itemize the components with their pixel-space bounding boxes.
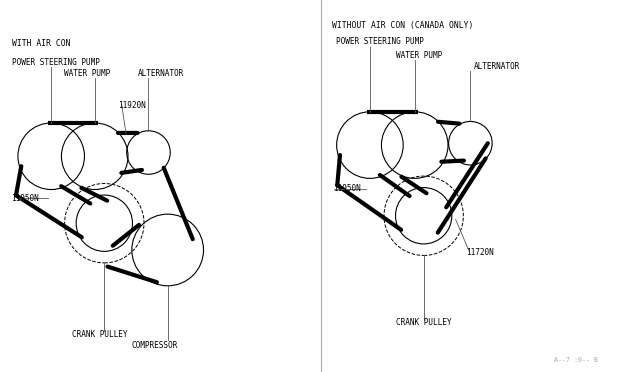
Text: POWER STEERING PUMP: POWER STEERING PUMP [12,58,99,67]
Text: CRANK PULLEY: CRANK PULLEY [72,330,127,339]
Text: 11720N: 11720N [466,248,493,257]
Text: WITH AIR CON: WITH AIR CON [12,39,70,48]
Text: WITHOUT AIR CON (CANADA ONLY): WITHOUT AIR CON (CANADA ONLY) [332,21,473,30]
Text: 11950N: 11950N [12,194,39,203]
Text: POWER STEERING PUMP: POWER STEERING PUMP [336,38,424,46]
Text: ALTERNATOR: ALTERNATOR [138,69,184,78]
Text: 11950N: 11950N [333,185,360,193]
Text: ALTERNATOR: ALTERNATOR [474,62,520,71]
Text: CRANK PULLEY: CRANK PULLEY [396,318,451,327]
Text: COMPRESSOR: COMPRESSOR [131,341,177,350]
Text: WATER PUMP: WATER PUMP [396,51,442,60]
Text: A--7 :0-- B: A--7 :0-- B [554,357,598,363]
Text: 11920N: 11920N [118,101,146,110]
Text: WATER PUMP: WATER PUMP [64,69,110,78]
